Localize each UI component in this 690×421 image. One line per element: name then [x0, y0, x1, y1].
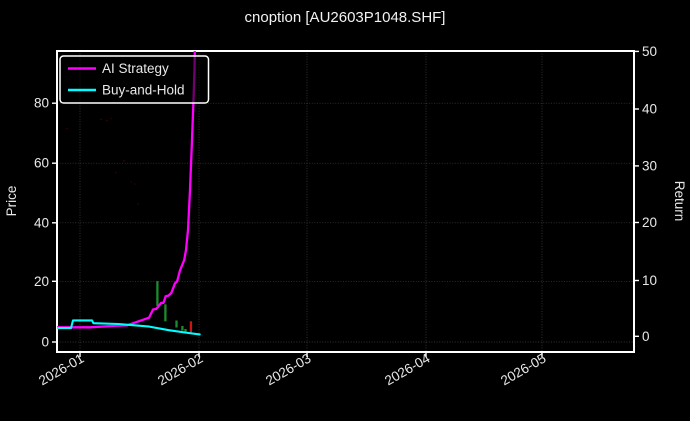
svg-text:30: 30: [642, 158, 657, 173]
svg-text:40: 40: [642, 102, 657, 117]
svg-text:50: 50: [642, 44, 657, 59]
svg-text:80: 80: [34, 96, 49, 111]
svg-text:Return: Return: [672, 181, 687, 222]
svg-text:Price: Price: [4, 186, 19, 217]
svg-text:2026-05: 2026-05: [498, 351, 548, 389]
svg-text:60: 60: [34, 156, 49, 171]
svg-text:0: 0: [41, 335, 49, 350]
svg-text:Buy-and-Hold: Buy-and-Hold: [102, 83, 185, 98]
svg-text:2026-01: 2026-01: [36, 351, 86, 389]
svg-text:20: 20: [642, 215, 657, 230]
svg-text:10: 10: [642, 273, 657, 288]
svg-text:2026-04: 2026-04: [382, 350, 433, 388]
svg-text:2026-02: 2026-02: [155, 351, 205, 389]
svg-text:AI Strategy: AI Strategy: [102, 61, 169, 76]
svg-text:0: 0: [642, 329, 650, 344]
svg-text:40: 40: [34, 215, 49, 230]
svg-text:2026-03: 2026-03: [263, 351, 313, 389]
svg-text:20: 20: [34, 274, 49, 289]
